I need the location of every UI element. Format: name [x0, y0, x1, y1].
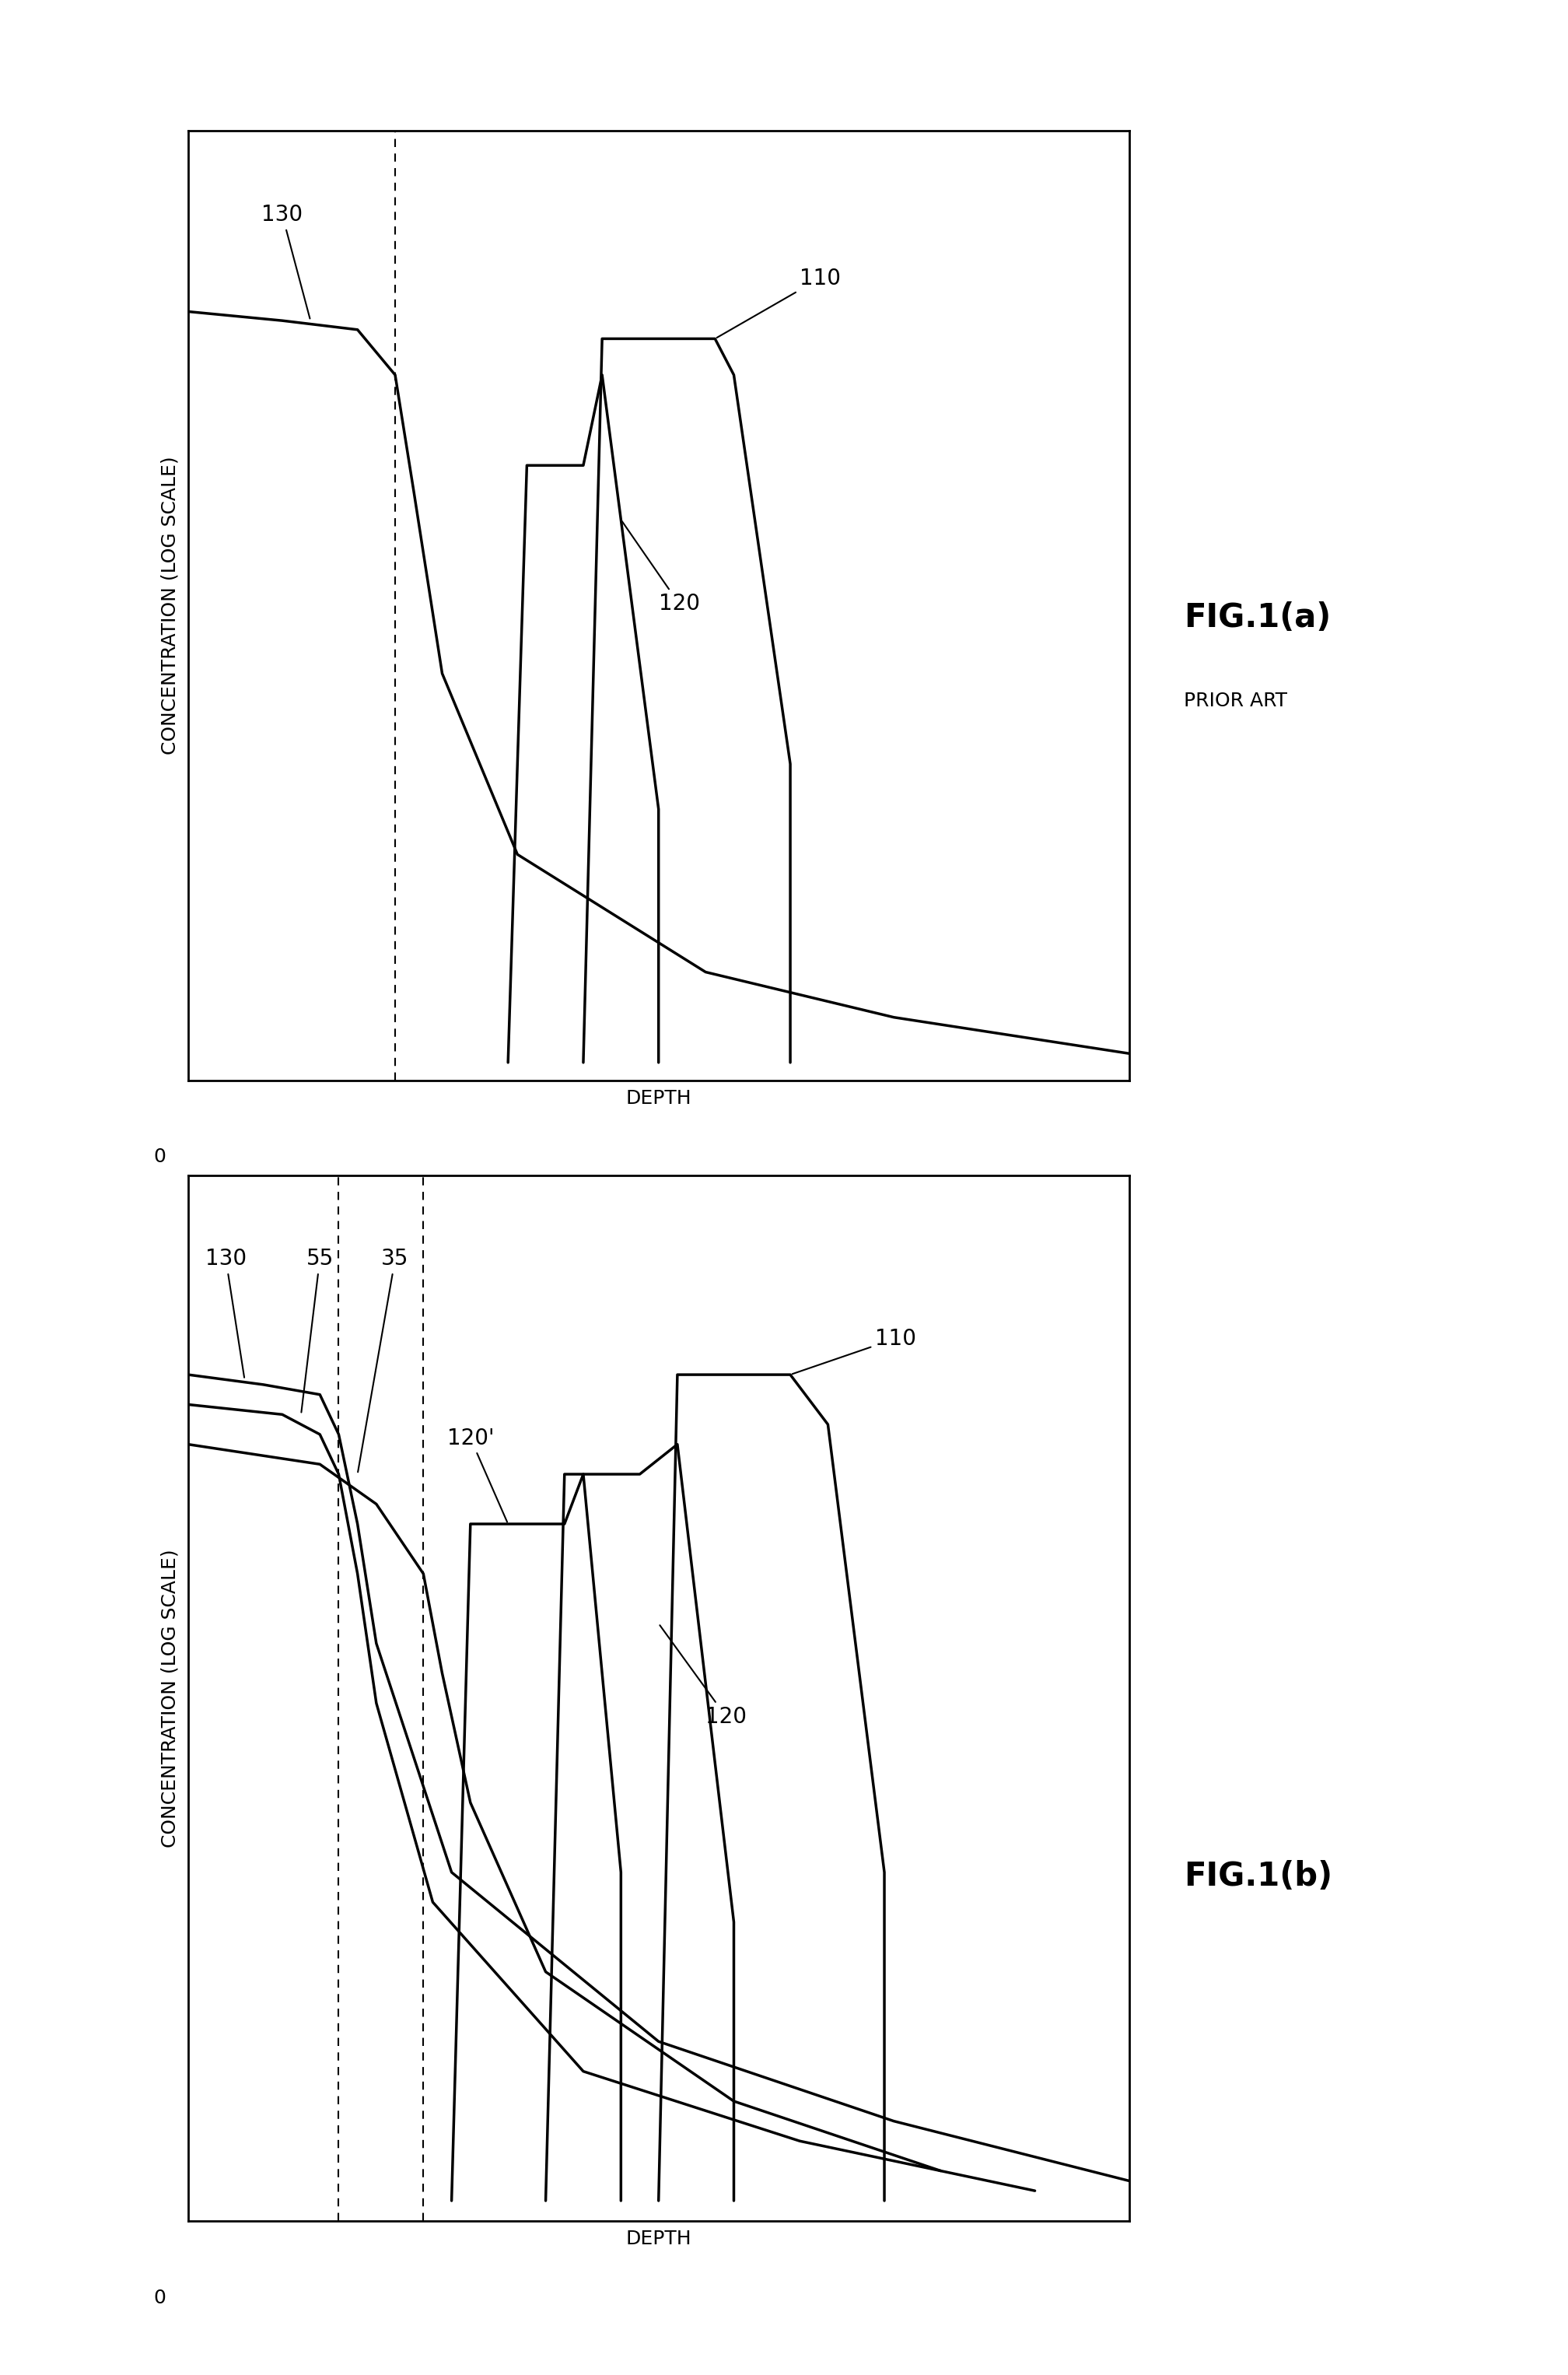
- Text: FIG.1(a): FIG.1(a): [1184, 601, 1331, 634]
- Text: 110: 110: [792, 1328, 916, 1375]
- X-axis label: DEPTH: DEPTH: [626, 1090, 691, 1109]
- Text: 120': 120': [447, 1427, 506, 1522]
- Text: 130: 130: [262, 204, 310, 318]
- Text: 110: 110: [717, 268, 840, 337]
- Text: 0: 0: [154, 2290, 166, 2306]
- Text: 120: 120: [622, 522, 699, 615]
- Y-axis label: CONCENTRATION (LOG SCALE): CONCENTRATION (LOG SCALE): [162, 456, 179, 755]
- Text: 35: 35: [358, 1249, 409, 1472]
- Y-axis label: CONCENTRATION (LOG SCALE): CONCENTRATION (LOG SCALE): [162, 1548, 179, 1848]
- Text: 55: 55: [301, 1249, 334, 1413]
- Text: 0: 0: [154, 1147, 166, 1166]
- Text: 130: 130: [205, 1249, 246, 1378]
- X-axis label: DEPTH: DEPTH: [626, 2230, 691, 2249]
- Text: 120: 120: [660, 1624, 746, 1727]
- Text: FIG.1(b): FIG.1(b): [1184, 1860, 1333, 1893]
- Text: PRIOR ART: PRIOR ART: [1184, 691, 1287, 710]
